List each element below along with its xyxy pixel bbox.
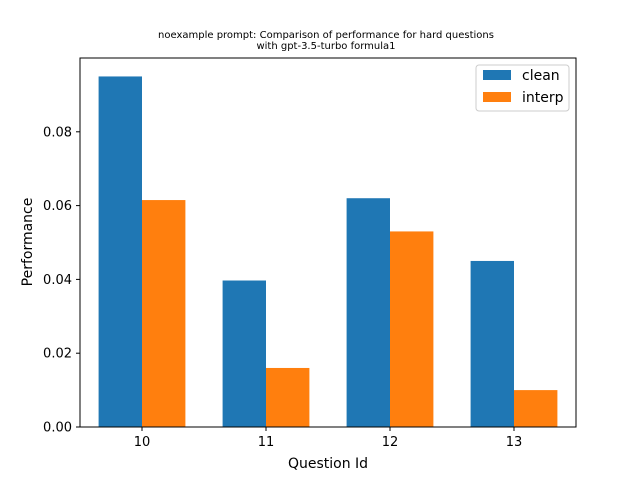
bar-interp-10 [142,200,186,427]
bar-interp-11 [266,367,310,427]
y-tick-label: 0.06 [43,199,72,214]
legend-swatch-clean [483,70,511,80]
y-tick-label: 0.02 [43,347,72,362]
y-tick-label: 0.04 [43,273,72,288]
y-axis-ticks: 0.00 0.02 0.04 0.06 0.08 [43,125,80,436]
plot-frame [79,57,577,428]
x-tick-label: 13 [506,435,523,450]
bar-clean-10 [98,76,142,427]
legend: clean interp [475,64,570,112]
x-tick-label: 12 [382,435,399,450]
x-tick-label: 11 [258,435,275,450]
chart-title-line-1: noexample prompt: Comparison of performa… [158,30,494,41]
y-tick-label: 0.08 [43,125,72,140]
bar-interp-13 [514,390,558,427]
legend-label-interp: interp [522,90,564,106]
bar-clean-11 [222,280,266,427]
bar-clean-13 [470,260,514,427]
x-axis-label: Question Id [288,456,368,472]
bar-interp-12 [390,231,434,427]
y-axis-label: Performance [20,198,36,287]
x-axis-ticks: 10 11 12 13 [134,427,523,450]
legend-label-clean: clean [522,68,560,84]
legend-swatch-interp [483,92,511,102]
x-tick-label: 10 [134,435,151,450]
bar-clean-12 [346,198,390,427]
chart-title-line-2: with gpt-3.5-turbo formula1 [256,41,395,52]
bars-group [98,76,558,427]
y-tick-label: 0.00 [43,421,72,436]
